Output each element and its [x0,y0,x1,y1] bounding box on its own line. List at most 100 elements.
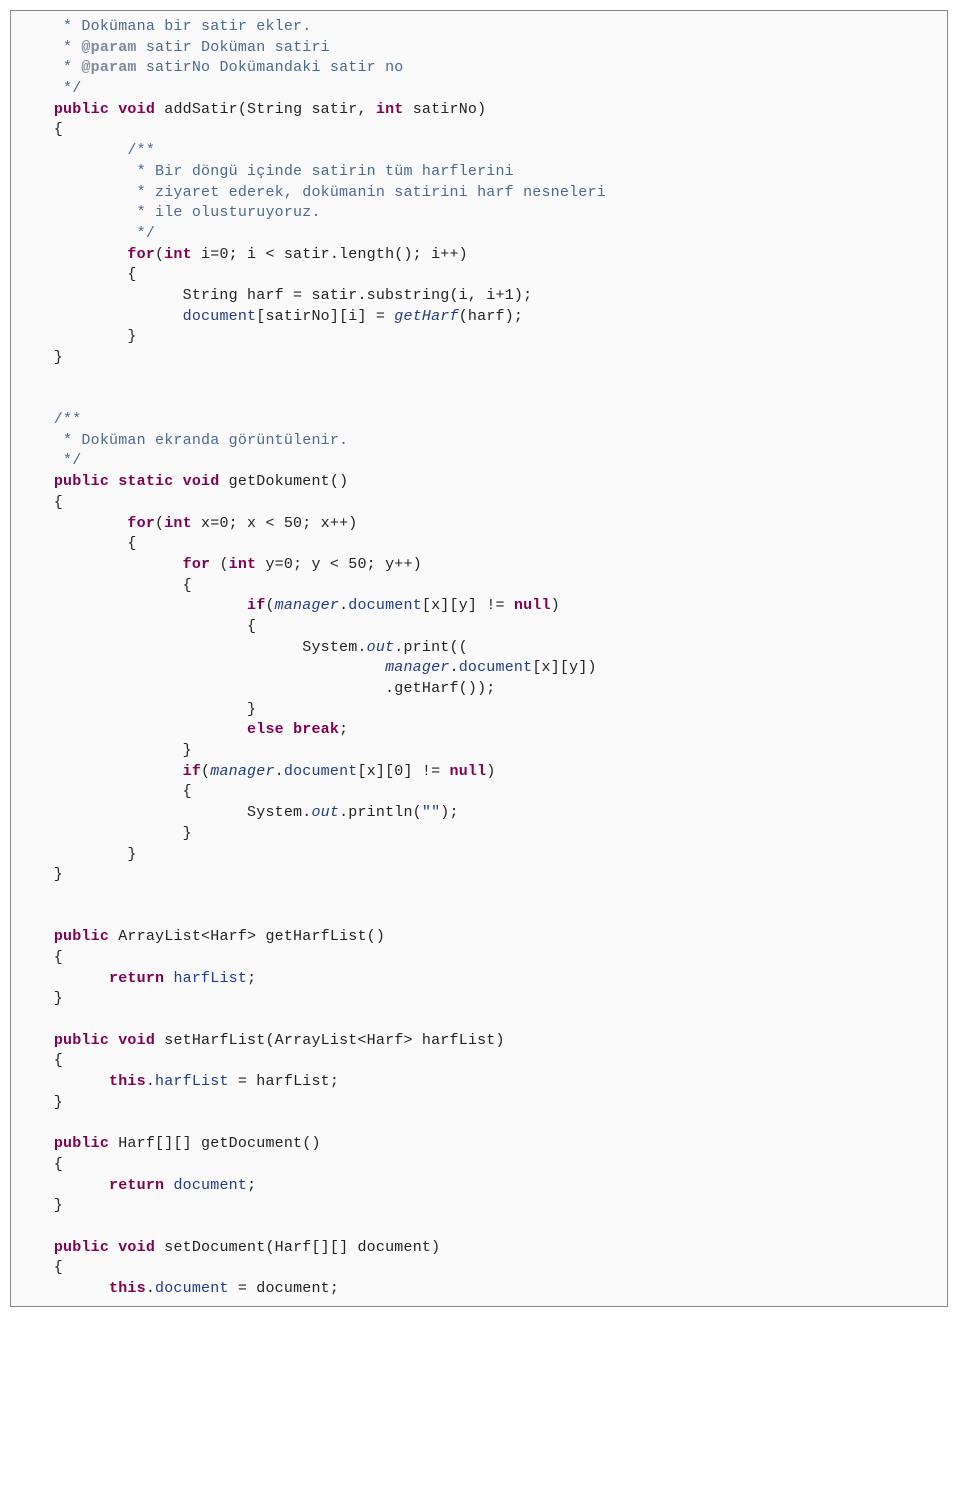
code-token: { [17,577,192,594]
code-token: * ziyaret ederek, dokümanin satirini har… [17,184,606,201]
code-token: /** [17,142,155,159]
code-token: break [293,721,339,738]
code-token: ArrayList<Harf> getHarfList() [109,928,385,945]
code-token: satir Doküman satiri [137,39,330,56]
code-token: ( [210,556,228,573]
code-token: manager [385,659,449,676]
code-token: } [17,866,63,883]
code-line: System.out.print(( [17,638,941,659]
code-token: } [17,990,63,1007]
code-token: int [229,556,257,573]
code-token: document [173,1177,247,1194]
code-token: return [109,1177,164,1194]
code-token: { [17,494,63,511]
code-token: */ [17,225,155,242]
code-line: this.document = document; [17,1279,941,1300]
code-line: */ [17,79,941,100]
code-token: { [17,1052,63,1069]
code-token: { [17,121,63,138]
code-token: . [275,763,284,780]
code-line: public void setDocument(Harf[][] documen… [17,1238,941,1259]
code-token: ; [247,1177,256,1194]
code-token: if [247,597,265,614]
code-token [109,101,118,118]
code-token: addSatir(String satir, [155,101,376,118]
code-line: * ziyaret ederek, dokümanin satirini har… [17,183,941,204]
code-token: { [17,535,137,552]
code-token: @param [81,39,136,56]
code-line [17,907,941,928]
code-line: */ [17,451,941,472]
code-token: * [17,59,81,76]
code-line: public void setHarfList(ArrayList<Harf> … [17,1031,941,1052]
code-line: { [17,1258,941,1279]
code-token: .print(( [394,639,468,656]
code-line: if(manager.document[x][y] != null) [17,596,941,617]
code-line: * Bir döngü içinde satirin tüm harflerin… [17,162,941,183]
code-token: int [376,101,404,118]
code-token: getDokument() [219,473,348,490]
code-token: manager [275,597,339,614]
code-token: */ [17,80,81,97]
code-line: return document; [17,1176,941,1197]
code-token: { [17,618,256,635]
code-token: ) [486,763,495,780]
code-token: = document; [229,1280,339,1297]
code-line: for(int i=0; i < satir.length(); i++) [17,245,941,266]
code-token: public [54,1032,109,1049]
code-token [17,556,183,573]
code-token: satirNo Dokümandaki satir no [137,59,404,76]
code-token: [satirNo][i] = [256,308,394,325]
code-token: public [54,1135,109,1152]
code-token [17,1280,109,1297]
code-token: { [17,949,63,966]
code-token: out [367,639,395,656]
code-line: } [17,865,941,886]
code-token: ; [339,721,348,738]
code-token: document [155,1280,229,1297]
code-line: } [17,348,941,369]
code-token: int [164,515,192,532]
code-token: * ile olusturuyoruz. [17,204,321,221]
code-line: public ArrayList<Harf> getHarfList() [17,927,941,948]
code-line: { [17,265,941,286]
code-token: Harf[][] getDocument() [109,1135,321,1152]
code-token: getHarf [394,308,458,325]
code-token: ) [551,597,560,614]
code-token [17,473,54,490]
code-line: * @param satir Doküman satiri [17,38,941,59]
code-line: * ile olusturuyoruz. [17,203,941,224]
code-token: . [449,659,458,676]
code-line: { [17,1155,941,1176]
code-token [17,1135,54,1152]
code-token [17,1073,109,1090]
code-token: for [127,515,155,532]
code-line: * Doküman ekranda görüntülenir. [17,431,941,452]
code-token: y=0; y < 50; y++) [256,556,422,573]
code-token: String harf = satir.substring(i, i+1); [17,287,532,304]
code-token [17,515,127,532]
code-line: .getHarf()); [17,679,941,700]
code-token: for [183,556,211,573]
code-token: harfList [173,970,247,987]
code-token: void [118,101,155,118]
code-token: [x][y] != [422,597,514,614]
code-token [17,721,247,738]
code-token [17,1032,54,1049]
code-token [17,928,54,945]
code-line [17,1113,941,1134]
code-line: } [17,327,941,348]
code-token [17,1239,54,1256]
code-token: ); [440,804,458,821]
code-token: } [17,1094,63,1111]
code-token: . [146,1280,155,1297]
code-token [17,101,54,118]
code-token: document [348,597,422,614]
code-line: public void addSatir(String satir, int s… [17,100,941,121]
code-line: manager.document[x][y]) [17,658,941,679]
code-line [17,886,941,907]
code-line: this.harfList = harfList; [17,1072,941,1093]
code-line: { [17,1051,941,1072]
code-line: { [17,948,941,969]
code-token: /** [17,411,81,428]
